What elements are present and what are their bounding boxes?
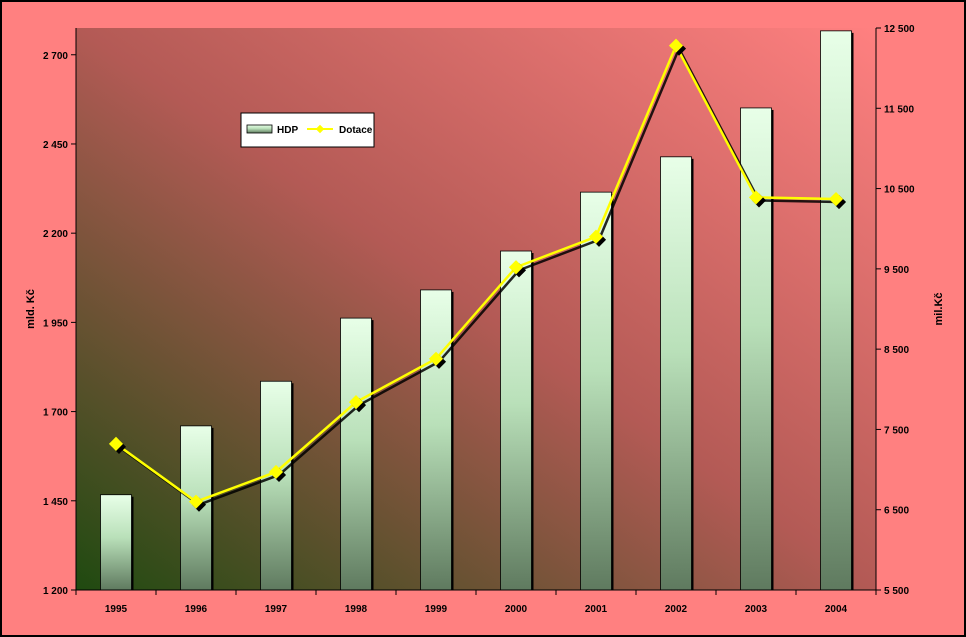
point-dotace-2000 [508,260,524,275]
y-tick-label: 1 200 [43,586,68,597]
x-tick-label-2000: 2000 [505,604,528,615]
y2-tick-label: 10 500 [884,185,915,196]
bar-2003 [740,107,772,591]
bar-2001 [580,191,612,591]
bar-1999 [420,289,452,591]
point-dotace-1995 [108,436,124,451]
x-tick-label-2004: 2004 [825,604,848,615]
bar-1995 [100,494,132,591]
point-dotace-1997 [268,464,284,480]
y2-tick-label: 7 500 [884,425,909,436]
y2-tick-label: 8 500 [884,345,909,356]
x-tick-label-1999: 1999 [425,604,448,615]
x-tick-label-2002: 2002 [665,604,688,615]
x-tick-label-2003: 2003 [745,604,768,615]
y-tick-label: 2 700 [43,51,68,62]
point-dotace-2002 [668,38,684,53]
legend-label-hdp: HDP [277,125,298,136]
y-tick-label: 1 450 [43,497,68,508]
y2-axis-title: mil.Kč [933,292,945,325]
y-tick-label: 1 700 [43,408,68,419]
legend-swatch-hdp [246,124,273,134]
x-tick-label-1997: 1997 [265,604,288,615]
y2-tick-label: 5 500 [884,586,909,597]
legend-label-dotace: Dotace [339,125,373,136]
y-tick-label: 1 950 [43,318,68,329]
point-dotace-1996 [188,494,204,509]
x-tick-label-2001: 2001 [585,604,608,615]
y2-tick-label: 12 500 [884,24,915,35]
line-dotace [115,42,837,504]
bar-1997 [260,380,292,591]
x-tick-label-1996: 1996 [185,604,208,615]
bar-2004 [820,30,852,591]
line-shadow-dotace [118,45,840,507]
bar-1998 [340,317,372,591]
x-tick-label-1995: 1995 [105,604,128,615]
y-axis-title: mld. Kč [25,289,37,329]
point-dotace-1998 [348,395,364,410]
y2-tick-label: 6 500 [884,506,909,517]
x-tick-label-1998: 1998 [345,604,368,615]
point-dotace-2004 [828,191,844,207]
bar-2002 [660,156,692,591]
y-tick-label: 2 200 [43,229,68,240]
point-dotace-2003 [748,190,764,205]
y2-tick-label: 9 500 [884,265,909,276]
y2-tick-label: 11 500 [884,104,914,115]
legend: HDP Dotace [240,112,375,148]
point-dotace-1999 [428,351,444,366]
point-dotace-2001 [588,229,604,244]
legend-marker-dotace [315,124,325,134]
bar-2000 [500,250,532,591]
y-tick-label: 2 450 [43,140,68,151]
